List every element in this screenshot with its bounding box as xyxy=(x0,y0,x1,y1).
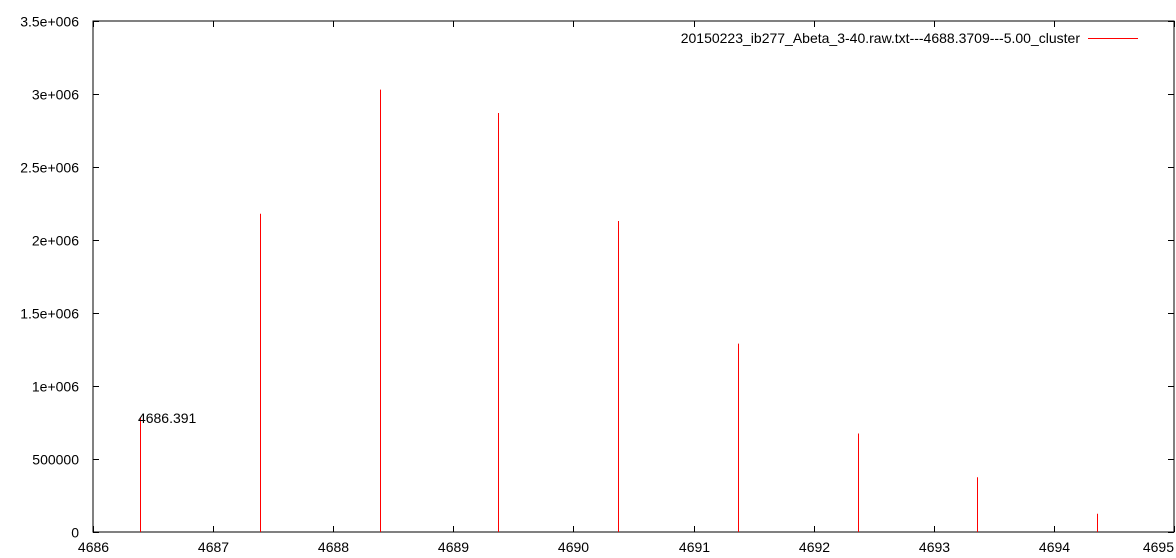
peak-annotation: 4686.391 xyxy=(138,410,197,426)
x-tick-label: 4689 xyxy=(438,539,469,555)
y-tick-label: 1.5e+006 xyxy=(20,306,79,322)
legend: 20150223_ib277_Abeta_3-40.raw.txt---4688… xyxy=(681,30,1138,46)
x-tick-label: 4686 xyxy=(78,539,109,555)
y-tick-label: 2.5e+006 xyxy=(20,160,79,176)
x-tick-label: 4695 xyxy=(1143,539,1174,555)
y-tick-label: 2e+006 xyxy=(32,233,79,249)
x-tick-label: 4694 xyxy=(1039,539,1070,555)
x-tick-label: 4687 xyxy=(198,539,229,555)
y-tick-label: 1e+006 xyxy=(32,379,79,395)
y-tick-label: 3.5e+006 xyxy=(20,14,79,30)
y-axis: 0 500000 1e+006 1.5e+006 2e+006 2.5e+006 3e+00… xyxy=(20,14,1174,541)
legend-label: 20150223_ib277_Abeta_3-40.raw.txt---4688… xyxy=(681,30,1081,46)
plot-border xyxy=(92,20,1175,533)
x-tick-label: 4690 xyxy=(558,539,589,555)
x-tick-label: 4693 xyxy=(919,539,950,555)
peak-series xyxy=(140,89,1098,532)
x-tick-label: 4688 xyxy=(318,539,349,555)
annotations: 4686.391 xyxy=(138,410,197,426)
plot-frame xyxy=(92,20,1175,533)
y-tick-label: 0 xyxy=(71,525,79,541)
x-tick-label: 4691 xyxy=(679,539,710,555)
y-tick-label: 3e+006 xyxy=(32,87,79,103)
x-axis: 4686 4687 4688 4689 4690 4691 4692 4693 4694 4695 xyxy=(78,21,1175,555)
y-tick-label: 500000 xyxy=(32,452,79,468)
x-tick-label: 4692 xyxy=(799,539,830,555)
